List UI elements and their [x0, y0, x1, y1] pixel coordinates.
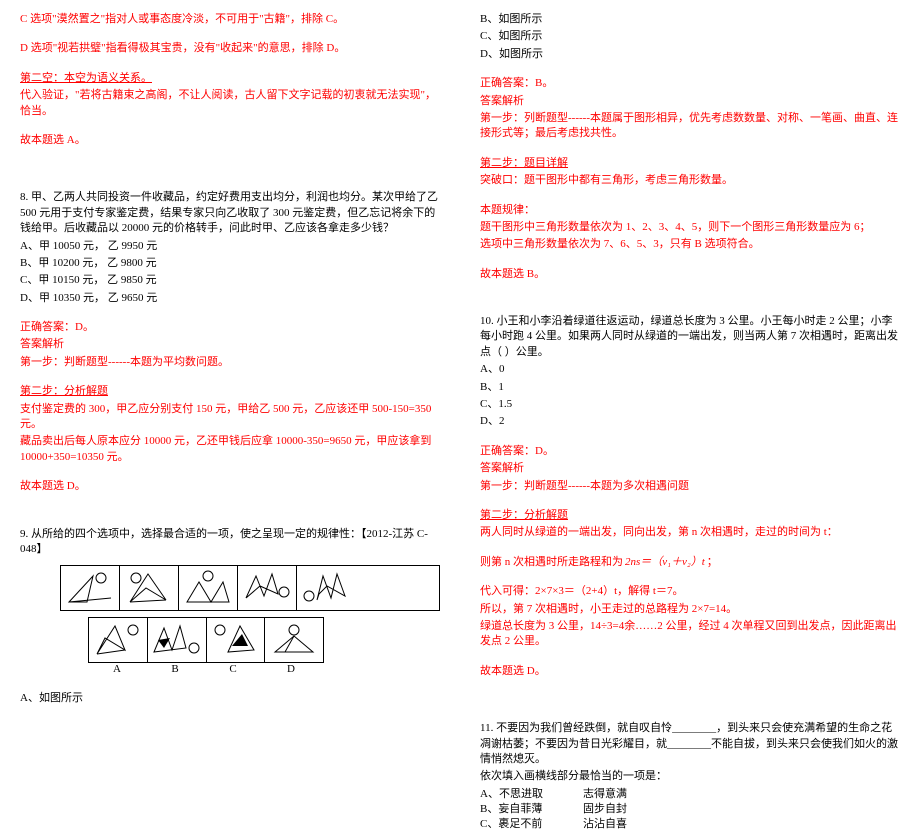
formula: 2ns＝（v₁＋v₂）t — [623, 555, 707, 570]
figure-cell — [238, 566, 297, 610]
explain-text: 两人同时从绿道的一端出发，同向出发，第 n 次相遇时，走过的时间为 t： — [480, 525, 900, 540]
explain-text: 藏品卖出后每人原本应分 10000 元，乙还甲钱后应拿 10000-350=96… — [20, 434, 440, 465]
question-10: 10. 小王和小李沿着绿道往返运动，绿道总长度为 3 公里。小王每小时走 2 公… — [480, 314, 900, 360]
figure-cell — [297, 566, 355, 610]
option-b: B、甲 10200 元， 乙 9800 元 — [20, 256, 440, 271]
explain-label: 答案解析 — [480, 94, 900, 109]
explain-text: 第二步：分析解题 — [480, 508, 900, 523]
question-11: 11. 不要因为我们曾经跌倒，就自叹自怜________，到头来只会使充满希望的… — [480, 721, 900, 767]
option-d: D、如图所示 — [480, 47, 900, 62]
explain-text: 所以，第 7 次相遇时，小王走过的总路程为 2×7=14。 — [480, 602, 900, 617]
explain-text: 第一步：列断题型------本题属于图形相异，优先考虑数数量、对称、一笔画、曲直… — [480, 111, 900, 142]
q9-figure: A B C D — [60, 565, 440, 675]
answer-text: 故本题选 D。 — [480, 664, 900, 679]
option-b1: B、妄自菲薄 — [480, 802, 583, 817]
option-b: B、如图所示 — [480, 12, 900, 27]
explain-text: 第一步：判断题型------本题为多次相遇问题 — [480, 479, 900, 494]
figure-label: B — [146, 663, 204, 675]
explain-text: 第二空：本空为语义关系。 — [20, 71, 440, 86]
option-c: C、如图所示 — [480, 29, 900, 44]
option-a: A、甲 10050 元， 乙 9950 元 — [20, 239, 440, 254]
figure-option-c — [207, 618, 266, 662]
explain-text: 第二步：分析解题 — [20, 384, 440, 399]
explain-text: 支付鉴定费的 300，甲乙应分别支付 150 元，甲给乙 500 元，乙应该还甲… — [20, 402, 440, 433]
explain-text: C 选项"漠然置之"指对人或事态度冷淡，不可用于"古籍"，排除 C。 — [20, 12, 440, 27]
option-b: B、1 — [480, 380, 900, 395]
explain-text: D 选项"视若拱璧"指看得极其宝贵，没有"收起来"的意思，排除 D。 — [20, 41, 440, 56]
figure-label: D — [262, 663, 320, 675]
figure-cell — [61, 566, 120, 610]
answer-label: 正确答案：D。 — [480, 444, 900, 459]
option-d: D、甲 10350 元， 乙 9650 元 — [20, 291, 440, 306]
explain-text: 第二步：题目详解 — [480, 156, 900, 171]
option-c1: C、裹足不前 — [480, 817, 583, 832]
figure-label: A — [88, 663, 146, 675]
explain-text: 则第 n 次相遇时所走路程和为2ns＝（v₁＋v₂）t； — [480, 555, 900, 570]
figure-option-d — [265, 618, 323, 662]
option-c: C、1.5 — [480, 397, 900, 412]
explain-label: 答案解析 — [20, 337, 440, 352]
question-9: 9. 从所给的四个选项中，选择最合适的一项，使之呈现一定的规律性：【2012-江… — [20, 527, 440, 558]
answer-text: 故本题选 A。 — [20, 133, 440, 148]
left-column: C 选项"漠然置之"指对人或事态度冷淡，不可用于"古籍"，排除 C。 D 选项"… — [0, 0, 460, 651]
right-column: B、如图所示 C、如图所示 D、如图所示 正确答案：B。 答案解析 第一步：列断… — [460, 0, 920, 651]
option-c2: 沾沾自喜 — [583, 817, 667, 832]
figure-option-b — [148, 618, 207, 662]
option-a1: A、不思进取 — [480, 787, 583, 802]
option-a: A、0 — [480, 362, 900, 377]
explain-text: 题干图形中三角形数量依次为 1、2、3、4、5，则下一个图形三角形数量应为 6； — [480, 220, 900, 235]
figure-cell — [179, 566, 238, 610]
explain-label: 答案解析 — [480, 461, 900, 476]
answer-label: 正确答案：D。 — [20, 320, 440, 335]
figure-cell — [120, 566, 179, 610]
q11-options: A、不思进取 志得意满 B、妄自菲薄 固步自封 C、裹足不前 沾沾自喜 — [480, 787, 667, 833]
option-a2: 志得意满 — [583, 787, 667, 802]
option-d: D、2 — [480, 414, 900, 429]
explain-text: 突破口：题干图形中都有三角形，考虑三角形数量。 — [480, 173, 900, 188]
option-a: A、如图所示 — [20, 691, 440, 706]
figure-label: C — [204, 663, 262, 675]
explain-text: 第一步：判断题型------本题为平均数问题。 — [20, 355, 440, 370]
explain-text: 代入验证，"若将古籍束之高阁，不让人阅读，古人留下文字记载的初衷就无法实现"，恰… — [20, 88, 440, 119]
answer-label: 正确答案：B。 — [480, 76, 900, 91]
question-11-sub: 依次填入画横线部分最恰当的一项是： — [480, 769, 900, 784]
answer-text: 故本题选 B。 — [480, 267, 900, 282]
question-8: 8. 甲、乙两人共同投资一件收藏品，约定好费用支出均分，利润也均分。某次甲给了乙… — [20, 190, 440, 236]
explain-text: 绿道总长度为 3 公里，14÷3=4余……2 公里，经过 4 次单程又回到出发点… — [480, 619, 900, 650]
option-c: C、甲 10150 元， 乙 9850 元 — [20, 273, 440, 288]
explain-text: 本题规律： — [480, 203, 900, 218]
explain-text: 代入可得：2×7×3＝（2+4）t，解得 t＝7。 — [480, 584, 900, 599]
explain-text: 选项中三角形数量依次为 7、6、5、3，只有 B 选项符合。 — [480, 237, 900, 252]
answer-text: 故本题选 D。 — [20, 479, 440, 494]
figure-option-a — [89, 618, 148, 662]
option-b2: 固步自封 — [583, 802, 667, 817]
